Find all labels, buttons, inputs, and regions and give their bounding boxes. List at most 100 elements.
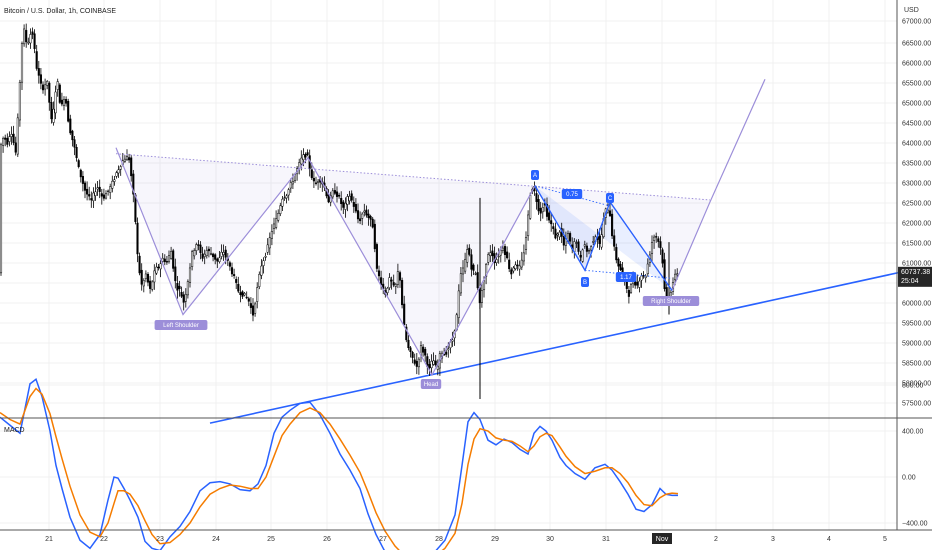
candle-body: [545, 204, 549, 217]
candle-body: [277, 213, 280, 221]
candle-body: [522, 252, 525, 262]
candle-body: [487, 254, 490, 263]
candle-body: [392, 282, 395, 286]
candle-body: [230, 267, 234, 275]
price-tick-label: 57500.00: [902, 401, 931, 408]
candle-body: [510, 269, 513, 275]
candle-body: [375, 244, 378, 269]
signal-line: [0, 387, 679, 550]
candle-body: [193, 250, 196, 257]
price-tick-label: 66000.00: [902, 61, 931, 68]
candle-body: [88, 194, 91, 197]
candle-body: [352, 202, 355, 207]
candle-body: [333, 190, 336, 194]
candle-body: [10, 134, 13, 137]
candle-body: [541, 207, 544, 213]
price-tick-label: 64000.00: [902, 141, 931, 148]
candle-body: [176, 283, 179, 291]
candle-body: [613, 235, 616, 247]
candle-body: [518, 265, 521, 270]
candle-body: [344, 202, 347, 210]
candle-body: [142, 280, 145, 287]
time-tick-label: 24: [212, 536, 220, 543]
candle-body: [398, 272, 402, 281]
candle-body: [67, 100, 70, 122]
point-a-label-bg: [531, 170, 539, 180]
candle-body: [661, 249, 664, 264]
right-shoulder-label: Right Shoulder: [651, 299, 691, 305]
time-tick-label: 2: [714, 536, 718, 543]
candle-body: [617, 258, 620, 267]
candle-body: [172, 250, 175, 269]
candle-body: [12, 133, 15, 143]
support-trendline: [209, 271, 901, 424]
candle-body: [4, 137, 7, 140]
candle-body: [104, 193, 108, 199]
candle-body: [581, 249, 584, 262]
candle-body: [503, 246, 507, 255]
candle-body: [81, 176, 84, 184]
candle-body: [611, 213, 614, 237]
candle-body: [18, 82, 21, 121]
candle-body: [266, 244, 269, 253]
candle-body: [556, 233, 559, 236]
price-tick-label: 58000.00: [902, 381, 931, 388]
candle-body: [575, 242, 578, 244]
candle-body: [279, 205, 282, 214]
candle-body: [20, 43, 24, 83]
candle-body: [113, 179, 116, 182]
candle-body: [529, 194, 532, 219]
candle-body: [636, 281, 639, 286]
candle-body: [361, 213, 364, 219]
candle-body: [272, 223, 276, 229]
candle-body: [445, 351, 448, 355]
candle-body: [562, 236, 565, 246]
candle-body: [655, 236, 658, 238]
ratio-bc-label-bg: [615, 272, 637, 282]
candle-body: [430, 361, 433, 369]
candle-body: [275, 218, 278, 228]
time-tick-label: 21: [45, 536, 53, 543]
candle-body: [363, 210, 366, 213]
candle-body: [539, 207, 542, 214]
candle-body: [62, 99, 66, 106]
candle-body: [39, 74, 42, 84]
candle-body: [663, 259, 666, 290]
left-shoulder-label-bg: [154, 320, 208, 330]
candle-body: [359, 218, 362, 222]
head-label-bg: [420, 379, 442, 389]
candle-body: [396, 271, 399, 285]
time-tick-label: 30: [546, 536, 554, 543]
chart-title: Bitcoin / U.S. Dollar, 1h, COINBASE: [4, 8, 116, 15]
candle-body: [54, 91, 57, 114]
candle-body: [128, 157, 131, 161]
macd-pane: [0, 378, 679, 550]
candle-body: [52, 108, 55, 123]
price-tick-label: 65000.00: [902, 101, 931, 108]
candle-body: [579, 254, 582, 258]
candle-body: [23, 28, 26, 45]
time-tick-label: 23: [156, 536, 164, 543]
candle-body: [417, 358, 420, 368]
candle-body: [264, 255, 267, 258]
left-shoulder-label: Left Shoulder: [163, 323, 199, 329]
candle-body: [48, 82, 51, 103]
candle-body: [535, 193, 538, 202]
candle-body: [434, 360, 437, 366]
candle-body: [228, 262, 231, 267]
candle-body: [291, 181, 294, 185]
candle-body: [371, 218, 374, 228]
candle-body: [212, 253, 215, 258]
candle-body: [79, 169, 82, 178]
candle-body: [144, 273, 147, 279]
candle-body: [432, 360, 435, 365]
macd-tick-label: −400.00: [902, 521, 928, 528]
time-tick-label: 4: [827, 536, 831, 543]
candle-body: [138, 255, 141, 274]
macd-tick-label: 400.00: [902, 429, 924, 436]
candle-body: [436, 365, 439, 370]
candle-body: [587, 250, 591, 252]
candle-body: [514, 264, 517, 270]
candle-body: [428, 364, 431, 369]
